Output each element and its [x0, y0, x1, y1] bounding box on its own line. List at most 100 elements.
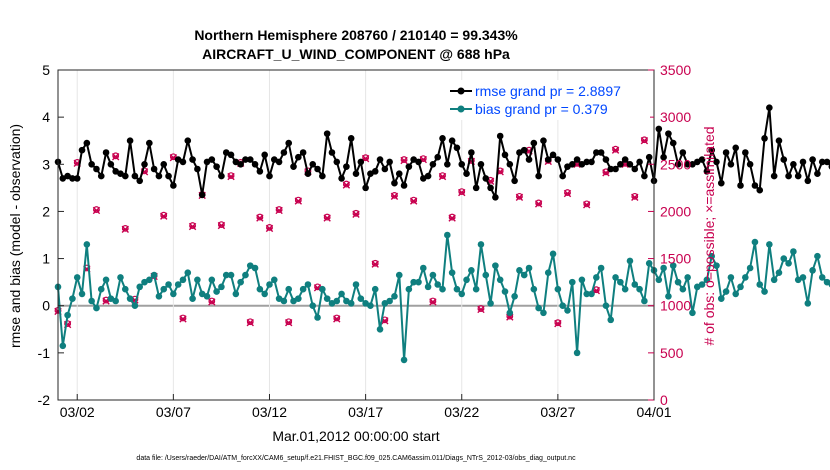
bias-point	[583, 290, 591, 298]
rmse-point	[645, 153, 653, 161]
obs-assimilated-point	[534, 200, 543, 208]
bias-point	[429, 271, 437, 279]
rmse-point	[107, 160, 115, 168]
bias-point	[612, 274, 619, 281]
rmse-point	[290, 163, 297, 170]
bias-point	[285, 285, 293, 293]
bias-point	[333, 297, 341, 305]
obs-possible-point	[535, 199, 543, 207]
rmse-point	[751, 182, 759, 189]
obs-assimilated-point	[275, 206, 283, 215]
rmse-point	[299, 149, 307, 156]
legend: rmse grand pr = 2.8897 bias grand pr = 0…	[446, 80, 650, 120]
bias-point	[458, 290, 466, 298]
obs-assimilated-point	[371, 260, 379, 268]
rmse-point	[102, 149, 110, 156]
bias-point	[165, 281, 172, 288]
obs-possible-point	[218, 221, 225, 229]
rmse-point	[83, 139, 91, 147]
rmse-point	[809, 156, 816, 163]
bias-point	[544, 269, 552, 277]
obs-possible-point	[391, 191, 398, 199]
y-tick-label: -1	[38, 345, 51, 361]
rmse-point	[641, 172, 648, 180]
bias-point	[785, 259, 792, 267]
bias-point	[150, 271, 158, 279]
obs-possible-point	[275, 206, 283, 213]
y-tick-label: 4	[42, 109, 50, 125]
bias-point	[347, 300, 355, 307]
obs-possible-point	[583, 200, 591, 208]
plot-frame	[57, 69, 655, 401]
rmse-point	[785, 172, 792, 180]
bias-point	[689, 309, 696, 317]
rmse-point	[742, 149, 749, 156]
bias-point	[395, 271, 403, 279]
y-tick-label: 3	[42, 156, 50, 172]
rmse-point	[790, 160, 797, 168]
obs-possible-point	[266, 224, 273, 231]
obs-assimilated-point	[409, 197, 418, 205]
bias-point	[487, 300, 494, 307]
rmse-point	[593, 149, 600, 156]
bias-point	[468, 267, 475, 274]
bias-point	[698, 281, 706, 288]
rmse-point	[131, 172, 139, 180]
rmse-point	[482, 175, 490, 182]
bias-point	[88, 297, 95, 305]
bias-point	[415, 278, 422, 286]
obs-assimilated-point	[217, 221, 226, 230]
rmse-point	[448, 137, 456, 145]
rmse-point	[381, 165, 389, 173]
rmse-point	[746, 160, 754, 168]
rmse-point	[141, 160, 148, 168]
bias-point	[766, 241, 773, 248]
bias-point	[261, 290, 268, 298]
obs-possible-point	[612, 145, 619, 153]
rmse-point	[621, 156, 629, 163]
bias-point	[804, 300, 812, 307]
bias-point	[799, 274, 807, 281]
rmse-point	[395, 170, 403, 178]
obs-assimilated-point	[352, 210, 360, 218]
bias-point	[338, 290, 345, 298]
obs-assimilated-point	[188, 222, 197, 231]
bias-point	[535, 304, 542, 312]
obs-assimilated-point	[285, 318, 293, 327]
rmse-point	[583, 158, 591, 166]
rmse-point	[261, 151, 268, 159]
rmse-point	[347, 135, 355, 142]
bias-point	[809, 267, 816, 274]
bias-point	[593, 274, 600, 281]
bias-point	[189, 295, 196, 302]
rmse-point	[804, 177, 812, 185]
rmse-point	[155, 172, 163, 180]
bias-point	[626, 257, 634, 265]
obs-possible-point	[516, 192, 523, 200]
bias-point	[737, 283, 744, 291]
bias-point	[703, 276, 711, 284]
y2-tick-label: 500	[660, 345, 684, 361]
bias-point	[194, 276, 201, 284]
rmse-point	[121, 172, 129, 180]
obs-assimilated-point	[208, 298, 216, 306]
rmse-point	[794, 172, 802, 180]
bias-point	[645, 259, 653, 267]
rmse-point	[73, 175, 81, 182]
rmse-point	[568, 160, 576, 168]
bias-point	[434, 281, 442, 288]
rmse-point	[280, 149, 288, 156]
bias-point	[78, 290, 86, 298]
bias-point	[492, 262, 499, 269]
rmse-point	[165, 172, 172, 180]
rmse-point	[338, 175, 345, 182]
obs-possible-point	[439, 172, 446, 180]
bias-point	[400, 356, 408, 364]
rmse-point	[415, 158, 422, 166]
bias-point	[540, 309, 547, 317]
rmse-point	[439, 135, 446, 142]
bias-point	[674, 278, 682, 286]
y2-tick-label: 1500	[660, 251, 691, 267]
bias-point	[73, 274, 81, 281]
obs-possible-point	[333, 314, 341, 322]
